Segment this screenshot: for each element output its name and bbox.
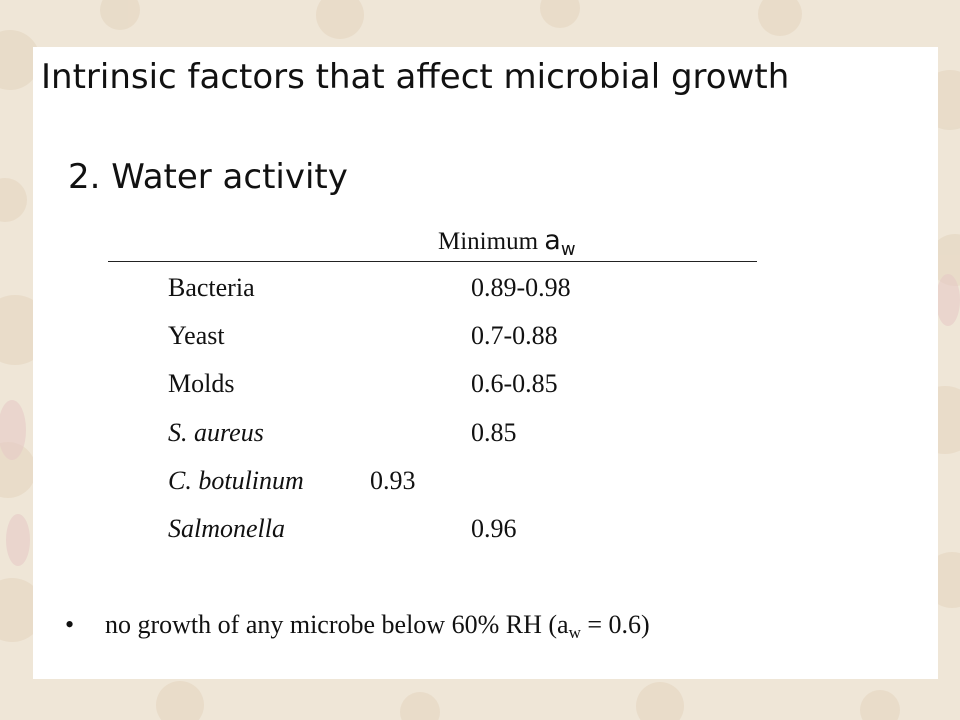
organism-name: Bacteria xyxy=(168,273,255,302)
minimum-aw-value: 0.6-0.85 xyxy=(471,369,558,398)
table-row: C. botulinum 0.93 xyxy=(168,466,758,500)
header-rule xyxy=(108,261,757,262)
note-text-main: no growth of any microbe below 60% RH (a xyxy=(105,610,569,639)
aw-symbol: aw xyxy=(544,225,575,260)
column-header-minimum-aw: Minimum aw xyxy=(438,225,576,260)
organism-name: Molds xyxy=(168,369,235,398)
organism-name: C. botulinum xyxy=(168,466,304,495)
table-row: Yeast 0.7-0.88 xyxy=(168,321,758,355)
table-row: Salmonella 0.96 xyxy=(168,514,758,548)
table-row: Molds 0.6-0.85 xyxy=(168,369,758,403)
minimum-aw-value: 0.96 xyxy=(471,514,517,543)
aw-symbol-letter: a xyxy=(544,225,561,256)
aw-symbol-subscript: w xyxy=(560,239,576,260)
minimum-aw-value: 0.93 xyxy=(370,466,416,495)
note-text: no growth of any microbe below 60% RH (a… xyxy=(105,610,650,643)
table-row: S. aureus 0.85 xyxy=(168,418,758,452)
slide-subtitle: 2. Water activity xyxy=(68,157,348,197)
minimum-aw-value: 0.85 xyxy=(471,418,517,447)
organism-name: Yeast xyxy=(168,321,225,350)
slide-title: Intrinsic factors that affect microbial … xyxy=(41,57,790,97)
column-header-label: Minimum xyxy=(438,228,545,255)
slide-content: Intrinsic factors that affect microbial … xyxy=(33,47,938,679)
organism-name: S. aureus xyxy=(168,418,264,447)
table-row: Bacteria 0.89-0.98 xyxy=(168,273,758,307)
note-text-end: = 0.6) xyxy=(580,610,650,639)
minimum-aw-value: 0.89-0.98 xyxy=(471,273,571,302)
bullet-icon: • xyxy=(65,610,75,639)
organism-name: Salmonella xyxy=(168,514,285,543)
note-subscript: w xyxy=(568,623,581,642)
minimum-aw-value: 0.7-0.88 xyxy=(471,321,558,350)
